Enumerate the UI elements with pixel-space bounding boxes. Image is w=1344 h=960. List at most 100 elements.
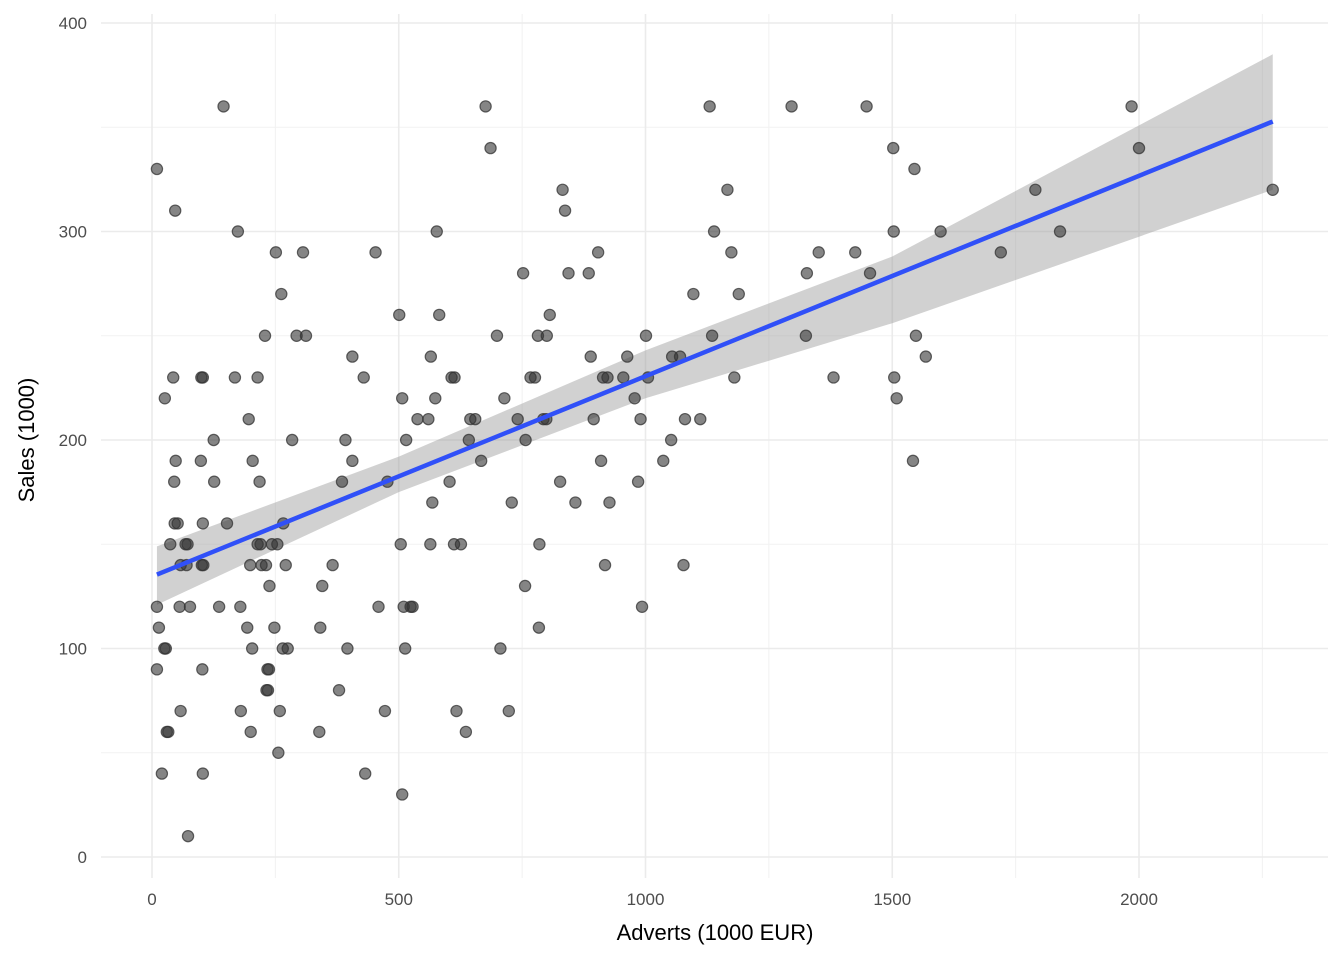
data-point xyxy=(594,454,608,468)
data-point xyxy=(799,329,813,342)
data-point xyxy=(378,704,392,718)
regression-line xyxy=(156,119,1274,577)
data-point xyxy=(678,412,692,426)
data-point xyxy=(196,517,210,530)
data-point xyxy=(498,392,511,405)
data-point xyxy=(341,642,354,655)
data-point xyxy=(369,246,382,259)
data-point xyxy=(505,496,518,509)
data-point xyxy=(694,412,707,426)
data-point xyxy=(242,412,255,426)
data-point xyxy=(228,371,242,384)
data-point xyxy=(246,454,259,468)
data-point xyxy=(450,704,463,718)
data-point xyxy=(919,350,933,363)
y-tick-label: 400 xyxy=(59,14,87,33)
data-point xyxy=(259,558,273,572)
data-point xyxy=(603,496,616,509)
data-point xyxy=(556,183,569,196)
x-tick-label: 0 xyxy=(147,890,156,909)
data-point xyxy=(299,329,313,342)
data-point xyxy=(313,725,326,739)
data-point xyxy=(181,538,194,551)
data-point xyxy=(281,642,294,655)
data-point xyxy=(707,225,721,238)
data-point xyxy=(174,704,187,718)
data-point xyxy=(332,684,346,697)
data-point xyxy=(261,684,275,697)
data-point xyxy=(152,621,166,634)
data-point xyxy=(251,371,264,384)
data-point xyxy=(398,642,412,655)
data-point xyxy=(194,454,208,468)
data-point xyxy=(1125,100,1138,113)
data-point xyxy=(1029,183,1042,196)
data-point xyxy=(827,371,840,384)
data-point xyxy=(849,246,862,259)
data-point xyxy=(553,475,567,488)
data-point xyxy=(591,246,605,259)
data-point xyxy=(705,329,719,342)
data-point xyxy=(268,621,281,634)
data-point xyxy=(860,100,873,113)
x-tick-label: 500 xyxy=(385,890,413,909)
data-point xyxy=(863,267,877,280)
data-point xyxy=(396,392,409,405)
x-tick-label: 2000 xyxy=(1120,890,1158,909)
data-point xyxy=(1132,141,1146,155)
data-point xyxy=(316,579,329,593)
data-point xyxy=(887,225,900,238)
x-axis-tick-labels: 0 500 1000 1500 2000 xyxy=(147,890,1158,909)
data-point xyxy=(430,225,443,238)
data-point xyxy=(725,246,738,259)
data-point xyxy=(396,788,409,801)
data-point xyxy=(469,412,482,426)
data-point xyxy=(272,746,285,759)
data-point xyxy=(181,829,195,843)
ci-band xyxy=(156,54,1273,605)
data-point xyxy=(887,141,900,155)
confidence-band xyxy=(156,54,1273,605)
data-point xyxy=(196,767,210,780)
data-point xyxy=(569,496,582,509)
data-point xyxy=(244,558,257,572)
data-point xyxy=(908,162,921,176)
data-point xyxy=(399,433,413,447)
data-point xyxy=(490,329,504,342)
data-point xyxy=(631,475,645,488)
data-point xyxy=(454,538,468,551)
data-point xyxy=(909,329,923,342)
data-point xyxy=(484,141,497,155)
data-point xyxy=(474,454,488,468)
data-point xyxy=(285,433,299,447)
data-point xyxy=(890,392,903,405)
data-point xyxy=(220,517,234,530)
y-tick-label: 100 xyxy=(59,640,87,659)
data-point xyxy=(502,704,516,718)
data-point xyxy=(429,392,442,405)
data-points xyxy=(150,100,1279,843)
data-point xyxy=(732,287,745,301)
data-point xyxy=(196,663,209,676)
data-point xyxy=(448,371,461,384)
data-point xyxy=(231,225,245,238)
data-point xyxy=(183,600,197,614)
y-tick-label: 0 xyxy=(78,848,87,867)
data-point xyxy=(314,621,327,634)
data-point xyxy=(516,267,530,280)
data-point xyxy=(424,538,437,551)
x-tick-label: 1500 xyxy=(873,890,911,909)
data-point xyxy=(207,475,221,488)
data-point xyxy=(150,600,164,614)
data-point xyxy=(628,392,641,405)
data-point xyxy=(150,663,164,676)
data-point xyxy=(657,454,670,468)
data-point xyxy=(217,100,230,113)
data-point xyxy=(241,621,254,634)
data-point xyxy=(479,100,492,113)
data-point xyxy=(173,600,186,614)
data-point xyxy=(162,725,175,739)
data-point xyxy=(253,475,266,488)
data-point xyxy=(406,600,419,614)
